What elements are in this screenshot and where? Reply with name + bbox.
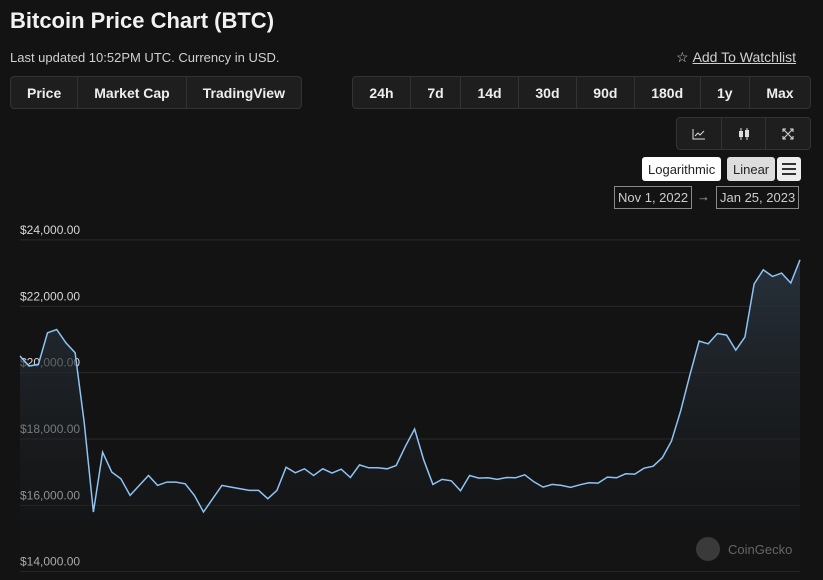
subtitle: Last updated 10:52PM UTC. Currency in US… <box>10 50 280 65</box>
range-button[interactable]: Max <box>766 84 794 101</box>
area <box>20 259 800 575</box>
arrow: → <box>697 189 710 204</box>
date-from[interactable]: Nov 1, 2022 <box>614 186 693 209</box>
range-button[interactable]: 1y <box>701 77 750 108</box>
range-button[interactable]: 180d <box>635 77 701 108</box>
tab-button[interactable]: TradingView <box>202 84 285 101</box>
range-group: 24h 7d 14d 30d 90d 180d 1y Max <box>352 76 811 109</box>
range-button[interactable]: 90d <box>577 77 635 108</box>
range-button[interactable]: 24h <box>353 77 411 108</box>
watchlist-text[interactable]: Add To Watchlist <box>692 49 797 65</box>
watchlist-link[interactable]: ☆ Add To Watchlist <box>676 49 797 65</box>
fullscreen-button[interactable] <box>766 118 810 149</box>
y-tick-label: $24,000.00 <box>20 223 80 237</box>
date-to[interactable]: Jan 25, 2023 <box>716 186 800 209</box>
log-button[interactable]: Logarithmic <box>642 157 722 181</box>
watermark: CoinGecko <box>696 537 793 561</box>
y-tick-label: $22,000.00 <box>20 289 80 303</box>
line-chart-button[interactable] <box>677 118 722 149</box>
menu-button[interactable] <box>777 157 801 181</box>
range-button[interactable]: 30d <box>519 77 577 108</box>
linear-button[interactable]: Linear <box>727 157 776 181</box>
range-button[interactable]: 7d <box>411 77 462 108</box>
chart-type-group <box>676 117 811 150</box>
candle-chart-button[interactable] <box>722 118 767 149</box>
price-line <box>19 259 801 514</box>
tab-button[interactable]: Market Cap <box>78 77 187 108</box>
range-button[interactable]: 14d <box>461 77 519 108</box>
tab-button[interactable]: Price <box>11 77 79 108</box>
chart: $14,000.00$16,000.00$18,000.00$20,000.00… <box>19 223 801 575</box>
tab-group: Price Market Cap TradingView <box>10 76 302 109</box>
watermark-text: CoinGecko <box>728 542 793 557</box>
page-title: Bitcoin Price Chart (BTC) <box>10 8 275 33</box>
